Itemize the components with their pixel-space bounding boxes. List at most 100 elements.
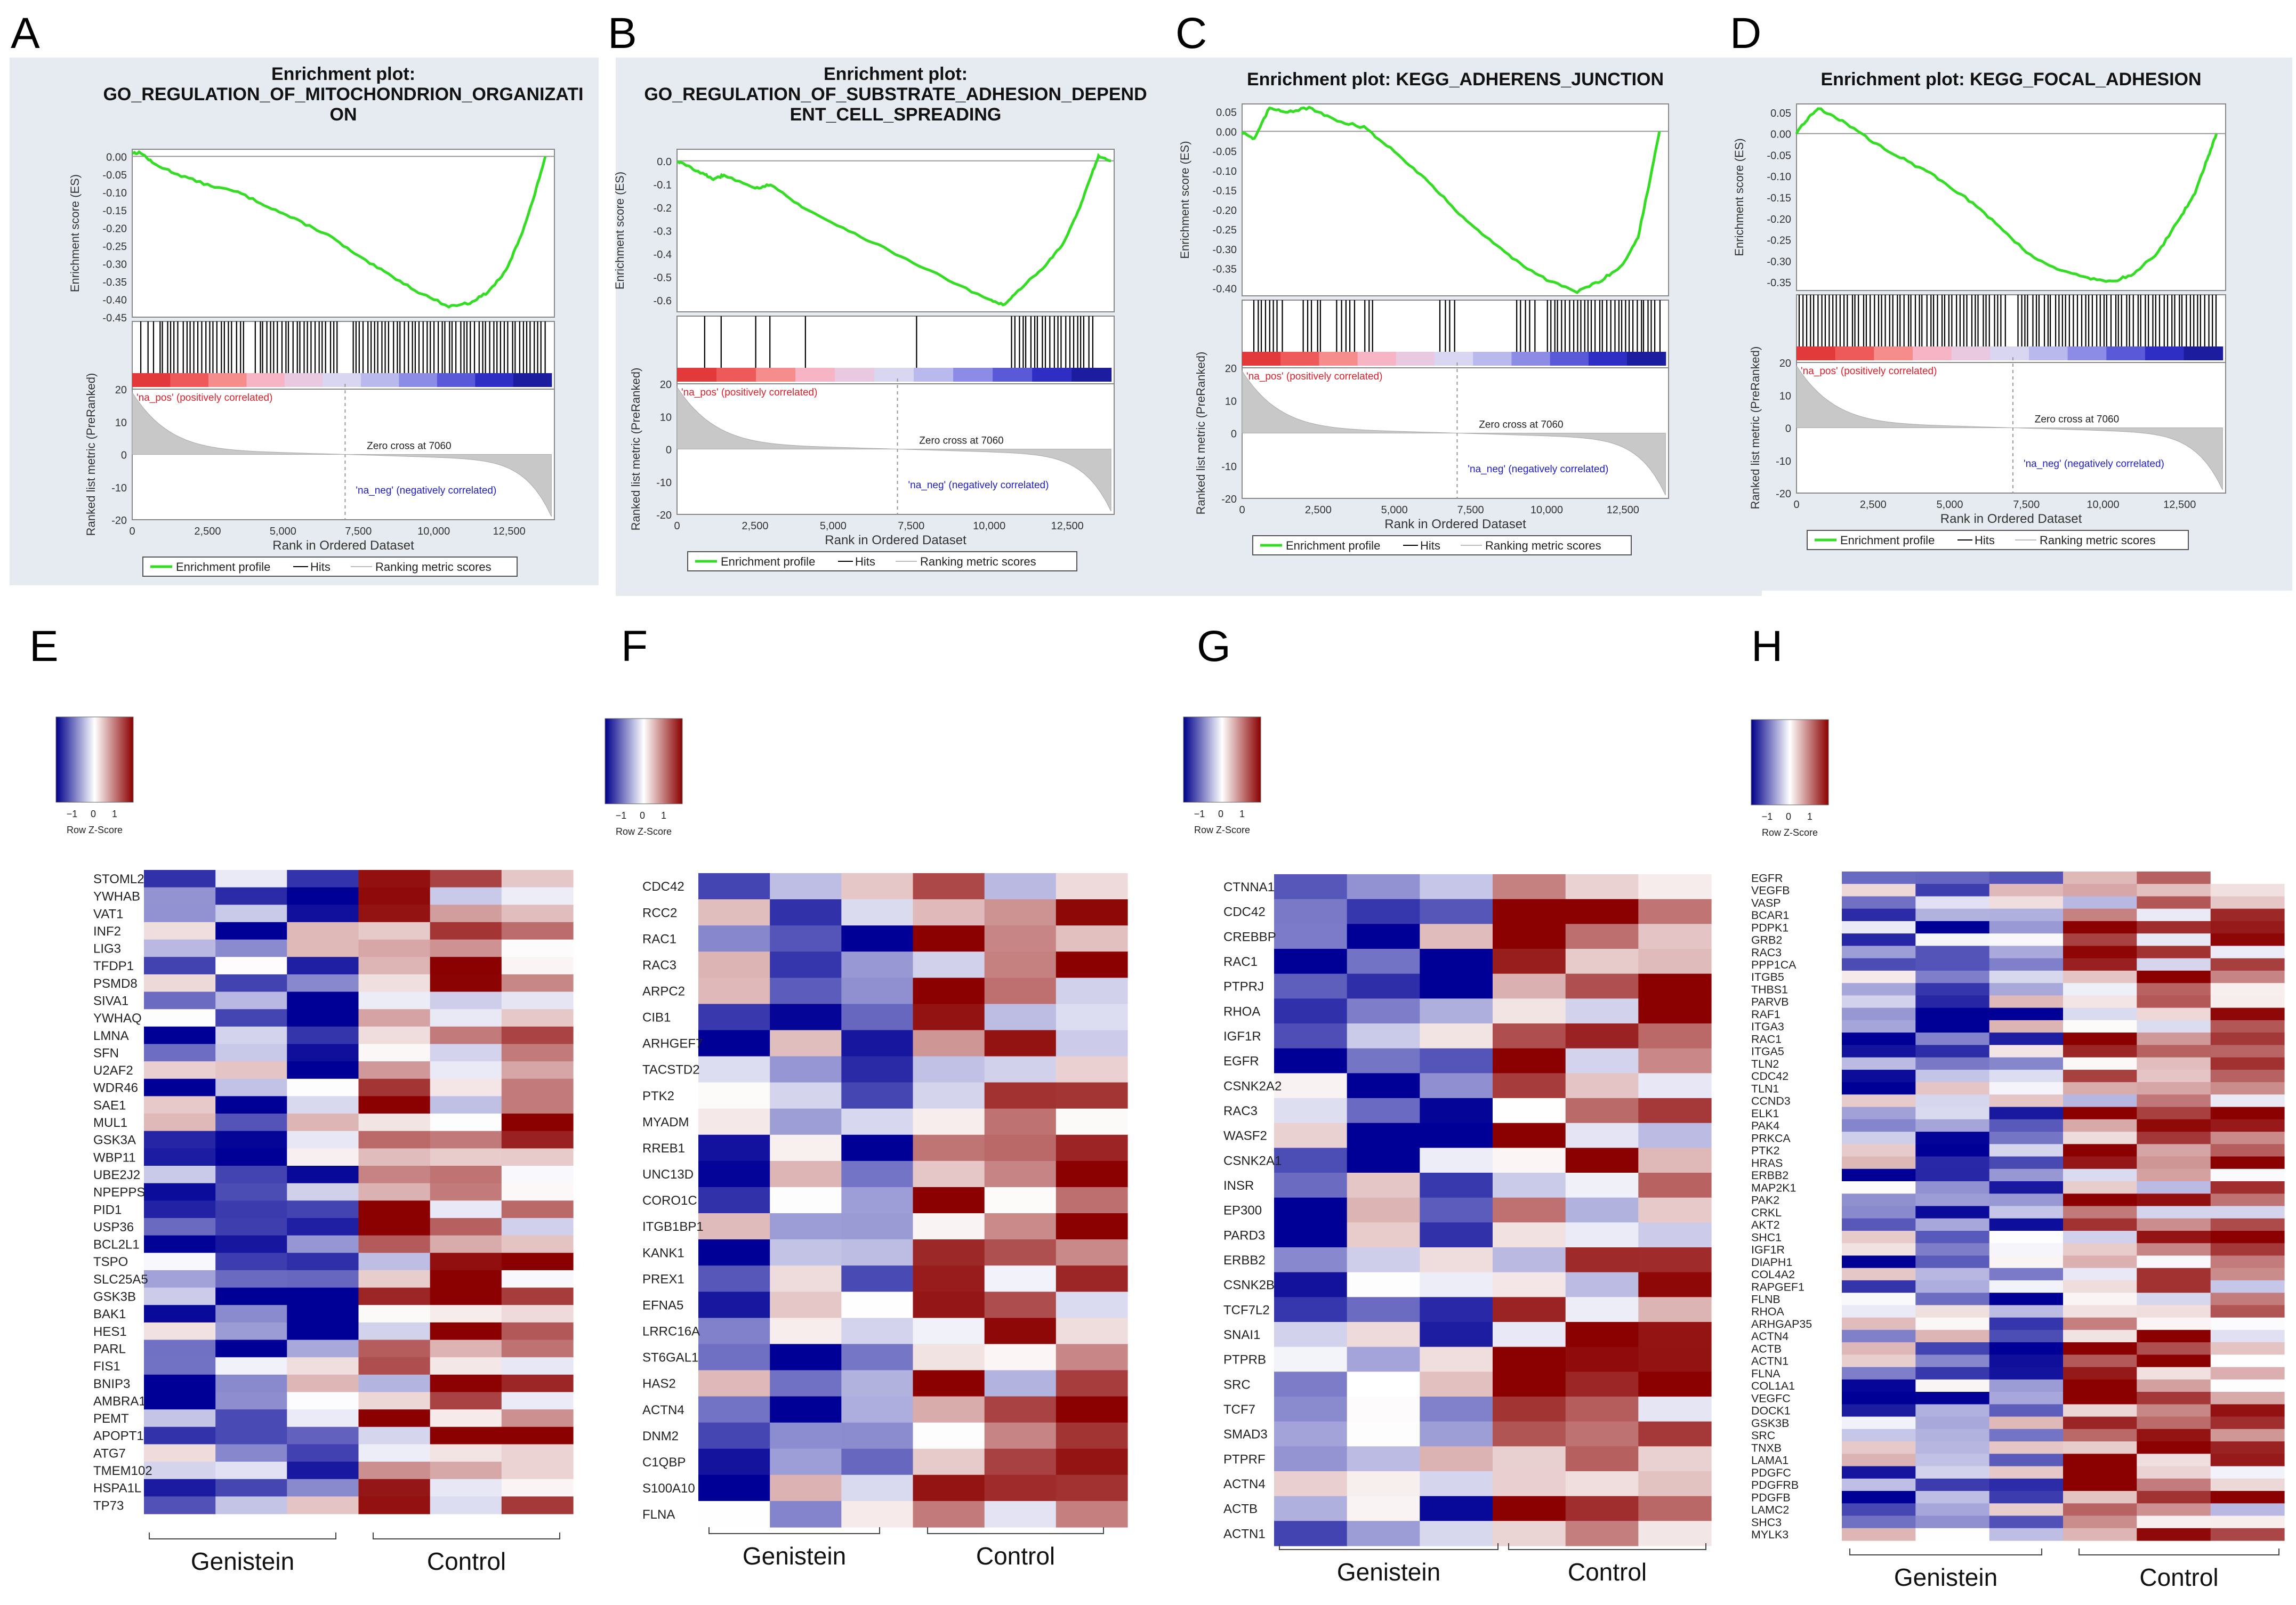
panel-h-heatmap-cell bbox=[1842, 1007, 1916, 1021]
panel-e-heatmap-cell bbox=[215, 905, 287, 923]
panel-e-heatmap-cell bbox=[501, 1166, 574, 1184]
panel-e-heatmap-cell bbox=[430, 1392, 502, 1410]
panel-h-heatmap-cell bbox=[2137, 908, 2211, 922]
panel-a-title-line: GO_REGULATION_OF_MITOCHONDRION_ORGANIZAT… bbox=[103, 84, 583, 104]
panel-e-heatmap-cell bbox=[287, 1479, 359, 1497]
panel-f-row-label: PREX1 bbox=[642, 1272, 684, 1286]
panel-a-rank-colorbar-segment bbox=[323, 373, 361, 387]
panel-g-heatmap-cell bbox=[1565, 1297, 1639, 1322]
panel-g-heatmap-cell bbox=[1565, 1397, 1639, 1422]
panel-d-rank-colorbar-segment bbox=[1912, 346, 1952, 360]
panel-g-heatmap-cell bbox=[1493, 1421, 1566, 1447]
panel-d-title: Enrichment plot: KEGG_FOCAL_ADHESION bbox=[1820, 69, 2201, 90]
panel-h-heatmap-cell bbox=[1989, 1454, 2064, 1467]
panel-f-heatmap-cell bbox=[698, 1344, 770, 1371]
panel-f-heatmap-cell bbox=[770, 1004, 842, 1031]
panel-h-heatmap-cell bbox=[2137, 1193, 2211, 1207]
panel-g-heatmap-cell bbox=[1274, 1297, 1348, 1322]
panel-e-heatmap-cell bbox=[430, 1183, 502, 1201]
panel-h-group-bracket bbox=[2079, 1548, 2279, 1555]
panel-e-heatmap-cell bbox=[430, 991, 502, 1010]
panel-h-heatmap-cell bbox=[1915, 1268, 1990, 1281]
panel-h-heatmap-cell bbox=[2063, 1144, 2137, 1157]
panel-h-heatmap-cell bbox=[2063, 1181, 2137, 1194]
panel-g-heatmap-cell bbox=[1565, 1247, 1639, 1273]
panel-g-colorkey-tick: 1 bbox=[1239, 809, 1245, 819]
panel-h-heatmap-cell bbox=[1989, 1317, 2064, 1330]
panel-f-heatmap-cell bbox=[770, 873, 842, 900]
panel-e-heatmap-cell bbox=[501, 1061, 574, 1079]
panel-e-row-label: TP73 bbox=[93, 1498, 124, 1513]
panel-h-heatmap-cell bbox=[1915, 1144, 1990, 1157]
panel-h-heatmap-cell bbox=[1915, 1255, 1990, 1269]
panel-h-heatmap-cell bbox=[2063, 1218, 2137, 1231]
panel-e-heatmap-cell bbox=[501, 1235, 574, 1253]
panel-e-group-bracket bbox=[149, 1533, 336, 1539]
panel-e-heatmap-cell bbox=[358, 1078, 431, 1096]
panel-h-heatmap-cell bbox=[2063, 1069, 2137, 1083]
panel-d-rank-colorbar-segment bbox=[2184, 346, 2224, 360]
panel-f-heatmap-cell bbox=[841, 1422, 914, 1449]
panel-c-legend-metric-label: Ranking metric scores bbox=[1485, 539, 1601, 552]
panel-h-heatmap-cell bbox=[1842, 946, 1916, 959]
panel-g-heatmap-cell bbox=[1420, 1197, 1493, 1223]
panel-h-heatmap-cell bbox=[2063, 1033, 2137, 1045]
panel-e-heatmap-cell bbox=[430, 1305, 502, 1323]
panel-e-heatmap-cell bbox=[358, 1496, 431, 1514]
panel-h-heatmap-cell bbox=[2210, 1491, 2285, 1504]
panel-a-xtick: 0 bbox=[129, 526, 135, 537]
panel-e-heatmap-cell bbox=[358, 905, 431, 923]
panel-h-heatmap-cell bbox=[1915, 1020, 1990, 1033]
panel-e-heatmap-cell bbox=[501, 1009, 574, 1027]
panel-h-row-label: ARHGAP35 bbox=[1751, 1318, 1812, 1330]
panel-e-heatmap-cell bbox=[430, 1096, 502, 1114]
panel-b-metric-ylabel: Ranked list metric (PreRanked) bbox=[629, 368, 642, 531]
panel-e-heatmap-cell bbox=[287, 1357, 359, 1375]
panel-f-heatmap-cell bbox=[1056, 925, 1128, 952]
panel-h-heatmap-cell bbox=[1915, 983, 1990, 996]
panel-d-neg-label: 'na_neg' (negatively correlated) bbox=[2024, 458, 2164, 470]
panel-f-heatmap-cell bbox=[1056, 1501, 1128, 1528]
panel-h-heatmap-cell bbox=[1989, 1119, 2064, 1132]
panel-h-row-label: TLN1 bbox=[1751, 1082, 1779, 1095]
panel-h-heatmap-cell bbox=[1842, 896, 1916, 909]
panel-e-heatmap-cell bbox=[215, 939, 287, 957]
panel-g-heatmap-cell bbox=[1638, 1073, 1712, 1099]
panel-h-heatmap-cell bbox=[1915, 1231, 1990, 1244]
panel-h-heatmap-cell bbox=[2210, 921, 2285, 934]
panel-h-heatmap-cell bbox=[1842, 1094, 1916, 1108]
panel-h-heatmap-cell bbox=[2210, 1503, 2285, 1517]
panel-f-heatmap-cell bbox=[984, 951, 1057, 978]
panel-e-heatmap-cell bbox=[287, 1235, 359, 1253]
panel-e-heatmap-cell bbox=[287, 1322, 359, 1341]
panel-f-heatmap-cell bbox=[984, 873, 1057, 900]
panel-e-heatmap-cell bbox=[501, 1392, 574, 1410]
panel-b-pos-label: 'na_pos' (positively correlated) bbox=[681, 387, 817, 398]
panel-h-heatmap-cell bbox=[1915, 958, 1990, 971]
panel-f-heatmap-cell bbox=[984, 1187, 1057, 1214]
panel-e-heatmap-cell bbox=[144, 1374, 216, 1392]
panel-g-heatmap-cell bbox=[1493, 899, 1566, 924]
panel-b-xtick: 2,500 bbox=[742, 520, 768, 532]
panel-letter-g: G bbox=[1197, 622, 1231, 671]
panel-g-group-bracket bbox=[1279, 1543, 1499, 1550]
panel-h-heatmap-cell bbox=[2210, 1329, 2285, 1343]
panel-f-heatmap-cell bbox=[841, 1265, 914, 1292]
panel-h-heatmap-cell bbox=[2063, 1416, 2137, 1430]
panel-d-rank-colorbar-segment bbox=[1796, 346, 1836, 360]
panel-f-heatmap-cell bbox=[984, 1160, 1057, 1188]
panel-g-row-label: CSNK2A1 bbox=[1223, 1154, 1282, 1168]
panel-h-heatmap-cell bbox=[2063, 1454, 2137, 1467]
panel-h-row-label: GRB2 bbox=[1751, 934, 1782, 947]
panel-e-row-label: HES1 bbox=[93, 1325, 127, 1339]
panel-f-heatmap-cell bbox=[1056, 1422, 1128, 1449]
panel-c-es-ytick: 0.05 bbox=[1216, 107, 1237, 119]
panel-c-metric-ytick: 0 bbox=[1231, 429, 1237, 440]
panel-h-heatmap-cell bbox=[2137, 1144, 2211, 1157]
panel-g-heatmap-cell bbox=[1274, 899, 1348, 924]
panel-f-heatmap-cell bbox=[913, 1396, 985, 1423]
panel-g-heatmap-cell bbox=[1347, 1421, 1420, 1447]
panel-h-heatmap-cell bbox=[2210, 1206, 2285, 1219]
panel-f-heatmap-cell bbox=[698, 978, 770, 1004]
panel-e-heatmap-cell bbox=[287, 870, 359, 888]
